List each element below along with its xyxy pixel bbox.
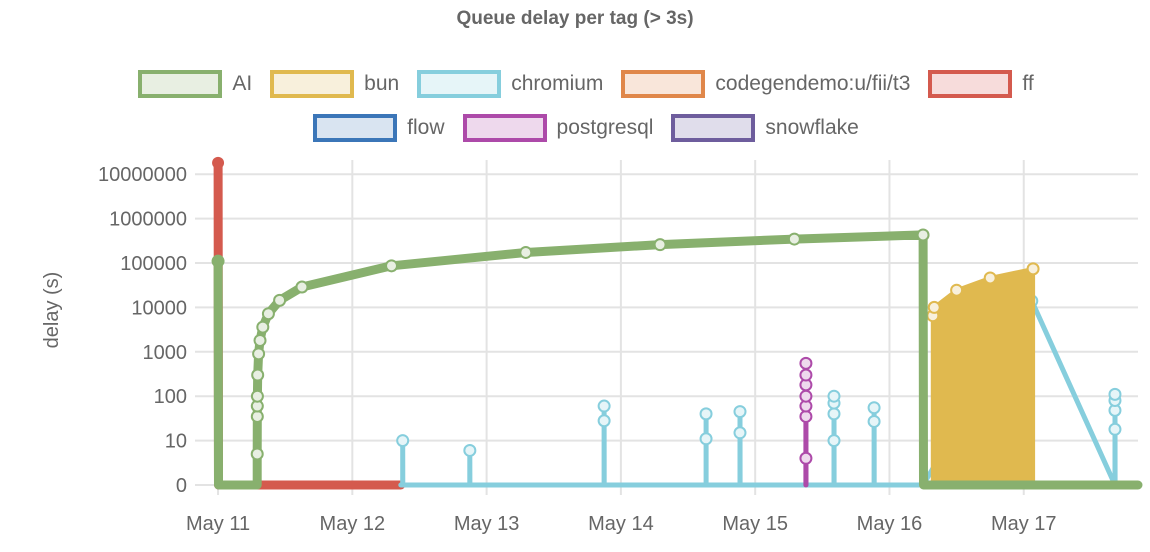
data-point bbox=[250, 389, 264, 403]
legend-label: ff bbox=[1022, 72, 1034, 95]
legend-swatch bbox=[671, 114, 756, 142]
area-fill bbox=[934, 268, 1034, 485]
data-point bbox=[867, 401, 881, 415]
legend-item-snowflake[interactable]: snowflake bbox=[671, 114, 859, 142]
legend-row: AI bun chromium codegendemo:u/fii/t3 ff bbox=[0, 70, 1150, 98]
data-point bbox=[295, 280, 309, 294]
data-point bbox=[916, 228, 930, 242]
legend-item-chromium[interactable]: chromium bbox=[417, 70, 603, 98]
series-bun bbox=[926, 262, 1040, 487]
data-point bbox=[261, 307, 275, 321]
data-point bbox=[1026, 262, 1040, 276]
data-point bbox=[597, 414, 611, 428]
data-point bbox=[799, 389, 813, 403]
legend-item-bun[interactable]: bun bbox=[270, 70, 399, 98]
chart-title: Queue delay per tag (> 3s) bbox=[456, 8, 694, 29]
data-point bbox=[463, 443, 477, 457]
data-point bbox=[273, 293, 287, 307]
data-point bbox=[385, 259, 399, 273]
data-point bbox=[927, 300, 941, 314]
legend-item-flow[interactable]: flow bbox=[313, 114, 445, 142]
data-point bbox=[396, 434, 410, 448]
legend-row: flow postgresql snowflake bbox=[0, 114, 1150, 142]
x-tick-label: May 14 bbox=[588, 513, 654, 535]
legend-swatch bbox=[462, 114, 547, 142]
data-point bbox=[799, 409, 813, 423]
data-point bbox=[799, 368, 813, 382]
x-tick-label: May 17 bbox=[991, 513, 1057, 535]
data-point bbox=[251, 368, 265, 382]
legend-swatch bbox=[417, 70, 502, 98]
x-tick-label: May 15 bbox=[722, 513, 788, 535]
data-point bbox=[699, 432, 713, 446]
legend-swatch bbox=[928, 70, 1013, 98]
data-point bbox=[1108, 422, 1122, 436]
legend-label: snowflake bbox=[765, 116, 859, 139]
data-point bbox=[597, 399, 611, 413]
legend-label: chromium bbox=[511, 72, 604, 95]
data-point bbox=[799, 356, 813, 370]
series-postgresql bbox=[799, 356, 813, 488]
data-point bbox=[212, 156, 225, 169]
legend-label: codegendemo:u/fii/t3 bbox=[715, 72, 911, 95]
data-point bbox=[950, 283, 964, 297]
data-point bbox=[733, 426, 747, 440]
legend-item-postgresql[interactable]: postgresql bbox=[462, 114, 654, 142]
y-tick-label: 10000 bbox=[131, 297, 187, 319]
data-point bbox=[799, 451, 813, 465]
data-point bbox=[827, 389, 841, 403]
x-tick-label: May 11 bbox=[186, 513, 250, 535]
x-tick-label: May 16 bbox=[857, 513, 923, 535]
data-point bbox=[983, 271, 997, 285]
data-point bbox=[699, 407, 713, 421]
x-tick-label: May 12 bbox=[320, 513, 386, 535]
y-tick-label: 1000000 bbox=[109, 209, 187, 231]
data-point bbox=[827, 407, 841, 421]
legend-swatch bbox=[621, 70, 706, 98]
series-ai bbox=[211, 228, 1143, 490]
y-tick-label: 1000 bbox=[143, 342, 188, 364]
x-tick-label: May 13 bbox=[454, 513, 520, 535]
data-point bbox=[787, 232, 801, 246]
data-point bbox=[1108, 387, 1122, 401]
legend-label: AI bbox=[232, 72, 253, 95]
legend-swatch bbox=[313, 114, 398, 142]
data-point bbox=[827, 434, 841, 448]
legend-swatch bbox=[138, 70, 223, 98]
series-line bbox=[213, 158, 406, 490]
data-point bbox=[253, 333, 267, 347]
data-point bbox=[250, 447, 264, 461]
legend-item-codegendemo-u-fii-t3[interactable]: codegendemo:u/fii/t3 bbox=[621, 70, 910, 98]
y-axis-label: delay (s) bbox=[41, 272, 63, 349]
data-point bbox=[653, 238, 667, 252]
data-point bbox=[252, 347, 266, 361]
legend-label: flow bbox=[407, 116, 445, 139]
y-tick-label: 0 bbox=[176, 475, 187, 497]
data-point bbox=[250, 409, 264, 423]
y-tick-label: 10000000 bbox=[98, 164, 187, 186]
data-point bbox=[519, 245, 533, 259]
legend-item-ff[interactable]: ff bbox=[928, 70, 1034, 98]
series-ff bbox=[212, 156, 406, 490]
legend-label: bun bbox=[364, 72, 400, 95]
data-point bbox=[867, 414, 881, 428]
data-point bbox=[733, 405, 747, 419]
y-tick-label: 10 bbox=[165, 431, 187, 453]
y-tick-label: 100 bbox=[154, 386, 187, 408]
legend-label: postgresql bbox=[556, 116, 654, 139]
y-tick-label: 100000 bbox=[120, 253, 187, 275]
data-point bbox=[256, 320, 270, 334]
legend-item-ai[interactable]: AI bbox=[138, 70, 252, 98]
legend-swatch bbox=[270, 70, 355, 98]
data-point bbox=[212, 255, 225, 268]
